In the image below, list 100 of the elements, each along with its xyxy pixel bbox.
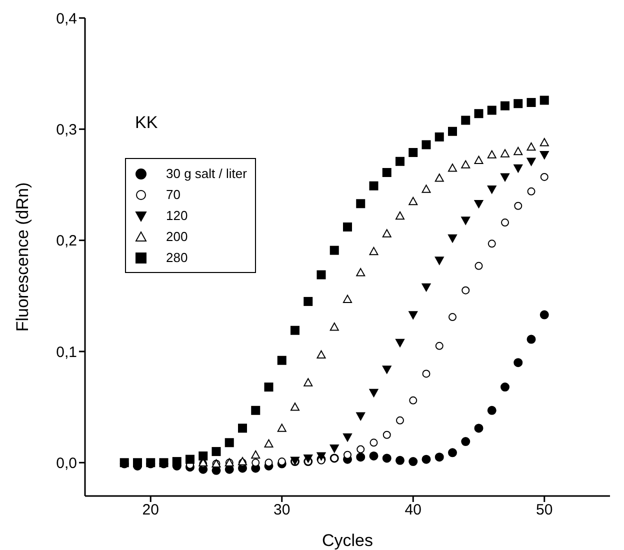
point [487,406,496,415]
point [435,342,444,350]
point [434,174,444,182]
x-tick-label: 20 [142,502,159,519]
point [526,334,536,344]
point [264,439,274,448]
point [304,378,313,386]
legend-label: 70 [166,187,180,202]
point [316,350,326,359]
point [382,430,391,439]
point [330,444,339,453]
point [370,438,378,447]
point [461,160,470,168]
point [500,382,510,392]
point [448,234,457,243]
point [382,168,392,178]
point [448,448,457,458]
point [540,151,549,160]
point [382,229,392,238]
legend-label: 120 [166,208,188,223]
point [396,456,404,465]
point [277,424,286,432]
point [408,148,418,158]
y-tick-label: 0,1 [56,344,77,361]
point [514,202,522,210]
point [396,156,404,166]
point [527,187,536,196]
point [461,216,470,225]
point [474,424,484,433]
point [501,218,509,227]
point [212,447,221,456]
point [344,450,352,459]
point [277,356,286,365]
point [396,211,404,220]
point [408,311,418,320]
point [316,270,326,280]
point [514,358,523,368]
point [369,388,378,398]
point [487,106,496,115]
point [434,256,444,265]
annotation: KK [135,113,158,133]
point [500,149,510,158]
point [343,294,352,303]
x-tick-label: 30 [274,502,290,519]
point [408,457,418,466]
point [474,109,484,118]
point [474,200,484,208]
point [251,406,260,415]
legend-label: 200 [166,229,188,244]
point [264,382,274,392]
point [369,181,378,190]
x-tick-label: 40 [404,502,422,519]
point [252,458,260,467]
point [526,98,536,107]
legend-label: 280 [166,250,188,265]
point [514,164,523,173]
point [540,310,549,320]
point [238,424,247,433]
point [514,146,523,156]
y-axis-title: Fluorescence (dRn) [13,182,32,332]
point [290,326,300,335]
point [356,452,366,462]
point [133,458,142,468]
point [540,172,548,181]
legend-label: 30 g salt / liter [166,166,247,181]
point [172,457,182,466]
point [264,458,273,467]
point [461,116,470,125]
point [224,438,234,448]
point [356,199,366,208]
point [251,450,260,459]
point [448,164,457,172]
x-axis-title: Cycles [322,531,374,550]
point [540,96,549,105]
y-tick-label: 0,4 [56,10,77,28]
point [540,138,549,146]
point [304,296,313,306]
x-tick-label: 50 [536,502,553,519]
point [186,454,194,464]
point [356,412,366,420]
point [422,283,431,292]
point [448,313,456,322]
point [198,451,208,460]
point [290,402,300,411]
point [356,268,366,276]
point [500,173,510,182]
y-tick-label: 0,3 [56,121,77,138]
point [434,132,444,142]
point [382,454,392,463]
point [409,396,418,404]
point [422,370,430,378]
point [356,445,365,454]
point [396,338,404,348]
point [448,126,457,136]
point [526,158,536,166]
point [343,433,352,442]
point [382,366,392,374]
point [487,150,496,158]
point [304,454,313,463]
point [474,262,483,270]
